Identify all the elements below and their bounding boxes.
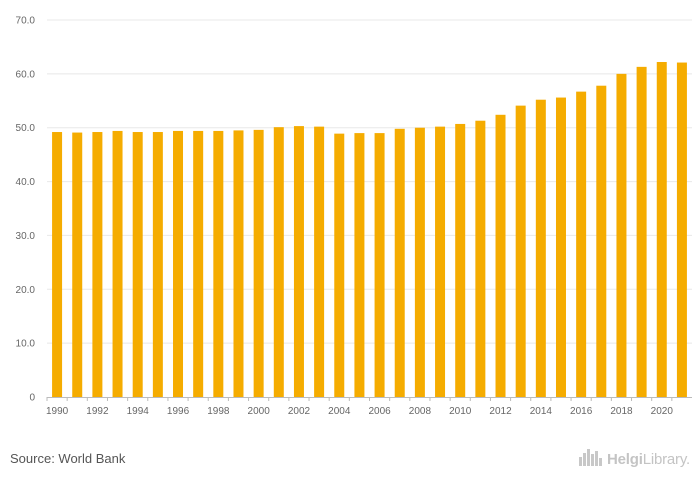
brand-name: HelgiLibrary. — [607, 451, 690, 468]
bar-2020[interactable] — [656, 62, 667, 397]
x-tick-label: 1998 — [207, 406, 230, 417]
x-tick-label: 2018 — [610, 406, 633, 417]
x-tick-label: 1994 — [127, 406, 150, 417]
brand-name-strong: Helgi — [607, 450, 643, 468]
x-tick-label: 2002 — [288, 406, 311, 417]
x-tick-label: 1990 — [46, 406, 69, 417]
y-tick-label: 0 — [29, 393, 35, 404]
x-tick-label: 1996 — [167, 406, 190, 417]
y-tick-label: 10.0 — [16, 339, 36, 350]
source-note: Source: World Bank — [10, 451, 126, 466]
x-tick-label: 2008 — [409, 406, 432, 417]
brand-dot: . — [686, 450, 690, 468]
x-axis-ticks: 1990 1992 1994 1996 1998 2000 2002 2004 2006 2008… — [46, 397, 673, 417]
bar-2019[interactable] — [636, 66, 647, 397]
bar-2002[interactable] — [293, 126, 304, 397]
bar-2003[interactable] — [314, 126, 325, 397]
y-tick-label: 50.0 — [16, 123, 36, 134]
bar-1992[interactable] — [92, 132, 103, 397]
bar-1996[interactable] — [173, 130, 184, 397]
bar-1997[interactable] — [193, 130, 204, 397]
brand-name-light: Library — [642, 450, 687, 468]
bar-2021[interactable] — [676, 62, 687, 397]
bar-2017[interactable] — [596, 85, 607, 397]
bar-2016[interactable] — [576, 91, 587, 397]
bar-1999[interactable] — [233, 130, 244, 397]
bar-2014[interactable] — [535, 99, 546, 398]
x-tick-label: 2006 — [368, 406, 391, 417]
x-tick-label: 2012 — [489, 406, 512, 417]
city-skyline-icon — [578, 448, 604, 471]
bar-2015[interactable] — [555, 97, 566, 397]
x-tick-label: 2020 — [651, 406, 674, 417]
y-axis-ticks: 0 10.0 20.0 30.0 40.0 50.0 60.0 70.0 — [16, 16, 36, 404]
y-tick-label: 70.0 — [16, 16, 36, 27]
y-tick-label: 40.0 — [16, 177, 36, 188]
bar-2006[interactable] — [374, 133, 385, 397]
bar-2004[interactable] — [334, 133, 345, 398]
bar-2011[interactable] — [475, 120, 486, 397]
x-tick-label: 2000 — [248, 406, 271, 417]
x-tick-label: 2004 — [328, 406, 351, 417]
bar-2000[interactable] — [253, 129, 264, 397]
bar-1998[interactable] — [213, 130, 224, 397]
bar-1991[interactable] — [72, 132, 83, 397]
bar-2012[interactable] — [495, 114, 506, 397]
bar-2010[interactable] — [455, 123, 466, 398]
bar-1994[interactable] — [132, 132, 143, 397]
bar-2018[interactable] — [616, 73, 627, 397]
x-tick-label: 1992 — [86, 406, 109, 417]
bar-2007[interactable] — [394, 128, 405, 397]
bars — [52, 62, 687, 398]
bar-1990[interactable] — [52, 132, 63, 397]
bar-2005[interactable] — [354, 133, 365, 397]
x-tick-label: 2014 — [530, 406, 553, 417]
y-tick-label: 20.0 — [16, 285, 36, 296]
bar-2013[interactable] — [515, 105, 526, 397]
bar-2009[interactable] — [435, 126, 446, 397]
helgi-library-logo[interactable]: HelgiLibrary. — [578, 448, 690, 470]
bar-2001[interactable] — [273, 127, 284, 397]
x-tick-label: 2016 — [570, 406, 593, 417]
x-tick-label: 2010 — [449, 406, 472, 417]
y-tick-label: 60.0 — [16, 69, 36, 80]
y-tick-label: 30.0 — [16, 231, 36, 242]
bar-2008[interactable] — [414, 127, 425, 397]
gridlines — [47, 19, 692, 344]
bar-1995[interactable] — [152, 132, 163, 397]
bar-1993[interactable] — [112, 130, 123, 397]
